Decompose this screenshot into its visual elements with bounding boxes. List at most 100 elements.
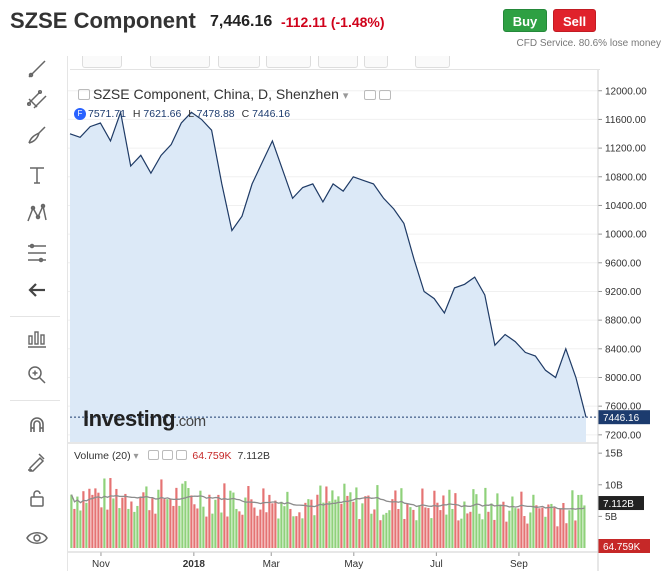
pattern-icon[interactable] [22,199,52,229]
x-tick-label: Mar [263,559,281,570]
sell-button[interactable]: Sell [553,9,596,32]
volume-bar [364,496,367,548]
toolbar-button[interactable] [218,56,260,68]
quote-header: SZSE Component 7,446.16 -112.11 (-1.48%)… [0,0,667,56]
back-arrow-icon[interactable] [22,275,52,305]
eye-toggle-icon[interactable] [364,90,377,100]
toolbar-button[interactable] [266,56,311,68]
last-price-tag [598,410,650,425]
volume-value: 64.759K [192,450,232,462]
volume-bar [301,518,304,548]
volume-bar [223,483,226,548]
volume-bar [226,516,229,548]
volume-bar [91,494,94,548]
volume-bar [466,513,469,548]
buy-button[interactable]: Buy [503,9,547,32]
volume-bar [172,505,175,548]
volume-bar [544,516,547,548]
volume-bar [307,499,310,548]
toolbar-button[interactable] [150,56,210,68]
volume-legend[interactable]: Volume (20) ▾ 64.759K 7.112B [74,450,270,462]
toolbar-button[interactable] [82,56,122,68]
volume-bar [472,489,475,548]
volume-bar [421,488,424,548]
volume-bar [280,501,283,548]
volume-bar [100,507,103,548]
volume-bar [115,488,118,548]
indicators-icon[interactable] [22,324,52,354]
volume-dropdown-icon[interactable]: ▾ [133,451,139,462]
toolbar-button[interactable] [364,56,388,68]
y-tick-label: 10800.00 [605,172,647,183]
volume-bar [235,508,238,548]
volume-bar [340,503,343,548]
volume-bar [70,494,73,548]
volume-bar [415,520,418,548]
volume-bar [169,498,172,548]
unlock-icon[interactable] [22,483,52,513]
price-chart[interactable]: 12000.00 11600.00 11200.00 10800.00 10400.00… [0,56,667,571]
fib-icon[interactable] [22,238,52,268]
volume-bar [496,493,499,548]
volume-bar [217,494,220,548]
volume-bar [94,488,97,548]
chart-legend[interactable]: SZSE Component, China, D, Shenzhen ▾ [78,86,394,102]
vol-y-tick-label: 5B [605,512,618,523]
volume-bar [334,499,337,548]
volume-bar [256,515,259,548]
cross-line-icon[interactable] [22,54,52,84]
volume-bar [424,507,427,548]
volume-bar [151,498,154,548]
toolbar-button[interactable] [318,56,358,68]
text-icon[interactable] [22,160,52,190]
volume-bar [337,496,340,548]
volume-bar [322,502,325,548]
volume-bar [433,490,436,548]
volume-eye-icon[interactable] [147,450,159,460]
volume-bar [409,507,412,548]
volume-bar [478,513,481,548]
volume-close-icon[interactable] [175,450,187,460]
volume-bar [517,508,520,548]
ohlc-legend: F 7571.71 H 7621.66 L 7478.88 C 7446.16 [74,108,290,120]
volume-settings-icon[interactable] [161,450,173,460]
ohlc-high: 7621.66 [143,108,182,120]
magnet-icon[interactable] [22,410,52,440]
volume-bar [289,508,292,548]
zoom-icon[interactable] [22,360,52,390]
volume-bar [103,478,106,548]
chart-area[interactable]: 12000.00 11600.00 11200.00 10800.00 10400.00… [0,56,667,571]
ohlc-low: 7478.88 [196,108,235,120]
volume-bar [499,504,502,548]
settings-icon[interactable] [379,90,392,100]
volume-bar [139,497,142,548]
collapse-icon[interactable] [78,89,90,100]
toolbar-divider [10,316,60,317]
volume-bar [295,516,298,548]
volume-bar [154,513,157,548]
legend-dropdown-icon[interactable]: ▾ [342,90,349,102]
brush-icon[interactable] [22,120,52,150]
volume-bar [487,511,490,548]
volume-bar [250,499,253,548]
eye-icon[interactable] [22,523,52,553]
volume-bar [352,501,355,548]
volume-bar [196,508,199,548]
volume-bar [316,494,319,548]
volume-bar [265,512,268,548]
parallel-channel-icon[interactable] [22,84,52,114]
x-tick-label: Jul [430,559,443,570]
volume-bar [556,526,559,548]
logo-suffix: .com [175,413,206,430]
volume-bar [436,502,439,548]
volume-bar [394,490,397,548]
toolbar-button[interactable] [415,56,450,68]
lock-edit-icon[interactable] [22,446,52,476]
volume-bar [418,505,421,548]
y-tick-label: 12000.00 [605,86,647,97]
volume-bar [286,491,289,548]
volume-bar [325,486,328,548]
price-change: -112.11 (-1.48%) [281,14,385,30]
vol-y-tick-label: 15B [605,449,623,460]
volume-bar [355,487,358,548]
